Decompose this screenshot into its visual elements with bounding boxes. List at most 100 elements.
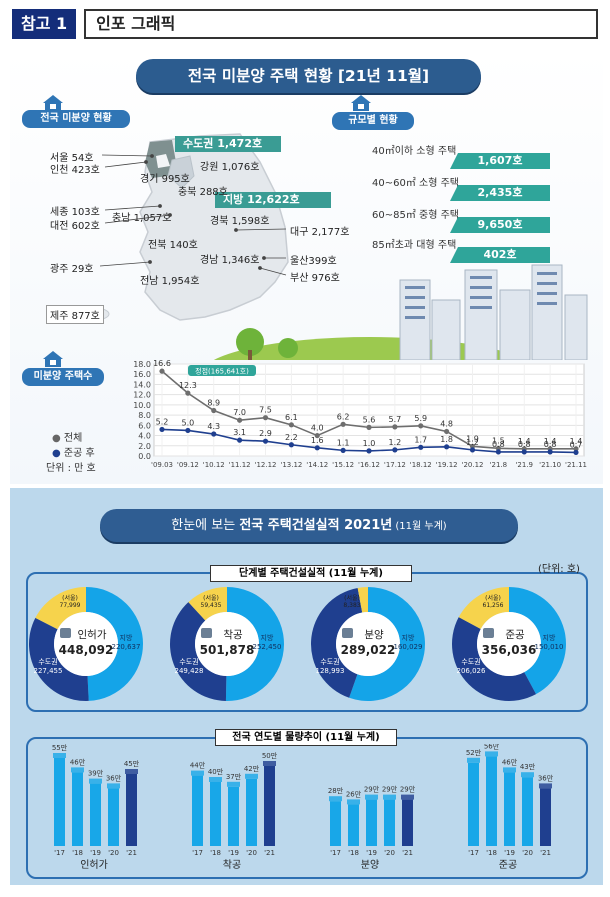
- bar: [486, 756, 497, 846]
- bar-value-label: 43만: [520, 762, 536, 771]
- bar-year-label: '20: [522, 849, 533, 857]
- data-label: 1.4: [518, 437, 531, 446]
- data-label: 5.7: [389, 415, 402, 424]
- bar-year-label: '21: [402, 849, 413, 857]
- stage-total: 289,022: [341, 643, 396, 657]
- bar-value-label: 28만: [328, 786, 344, 795]
- reference-badge: 참고 1: [12, 9, 77, 39]
- bar-value-label: 39만: [88, 769, 104, 778]
- data-label: 7.5: [259, 406, 272, 415]
- data-point: [288, 422, 294, 428]
- stage-name: 준공: [505, 629, 525, 641]
- data-point: [262, 415, 269, 421]
- unsold-banner: 전국 미분양 주택 현황 [21년 11월]: [136, 59, 481, 93]
- construction-banner: 한눈에 보는 전국 주택건설실적 2021년 (11월 누계): [100, 509, 518, 542]
- bar-value-label: 46만: [502, 757, 518, 766]
- peak-callout: 정점(165,641호): [188, 365, 256, 376]
- bar: [90, 783, 101, 846]
- capital-label: 수도권: [320, 658, 339, 666]
- bar-cap-icon: [71, 767, 84, 773]
- bar-cap-icon: [89, 778, 102, 784]
- capital-total: 수도권 1,472호: [175, 136, 281, 152]
- data-point: [392, 447, 398, 453]
- x-tick-label: '09.03: [151, 461, 173, 469]
- data-label: 5.6: [363, 415, 376, 424]
- legend-completed: ● 준공 후: [52, 448, 95, 459]
- local-total: 지방 12,622호: [215, 192, 331, 208]
- bar-cap-icon: [539, 783, 552, 789]
- bar-cap-icon: [263, 761, 276, 766]
- map-label-ulsan: 울산399호: [290, 256, 337, 267]
- data-point: [340, 421, 346, 427]
- bar-value-label: 26만: [346, 789, 362, 798]
- capital-label: 수도권: [38, 658, 57, 666]
- data-label: 1.4: [544, 437, 557, 446]
- local-value: 150,010: [535, 643, 564, 651]
- unsold-line-chart: 0.02.04.06.08.010.012.014.016.018.0'09.0…: [133, 359, 587, 469]
- bar-group-0: 55만 '17 46만 '18 39만 '19 36만 '20 45만 '21 인허가: [52, 744, 140, 871]
- size-value-4: 402호: [450, 247, 550, 263]
- capital-slice: [28, 617, 89, 701]
- data-label: 0.8: [544, 440, 557, 449]
- local-value: 252,450: [253, 643, 282, 651]
- data-point: [288, 442, 294, 448]
- local-label: 지방: [261, 633, 274, 642]
- chart-unit: 단위 : 만 호: [46, 463, 96, 474]
- bar-year-label: '21: [540, 849, 551, 857]
- seoul-slice: [188, 587, 227, 621]
- seoul-value: 61,256: [483, 602, 504, 609]
- stage-icon: [201, 628, 212, 638]
- data-point: [495, 449, 501, 455]
- local-slice: [349, 587, 425, 701]
- stage-name: 착공: [223, 629, 243, 641]
- data-point: [262, 438, 269, 444]
- stage-name: 분양: [364, 629, 384, 641]
- bar-group-1: 44만 '17 40만 '18 37만 '19 42만 '20 50만 '21 착공: [190, 751, 278, 871]
- bar: [402, 799, 413, 846]
- map-label-jeonbuk: 전북 140호: [148, 240, 198, 251]
- map-label-gangwon: 강원 1,076호: [200, 162, 260, 173]
- bar-group-label: 착공: [223, 859, 241, 871]
- bar: [72, 772, 83, 846]
- bar-cap-icon: [383, 794, 396, 800]
- bar-value-label: 45만: [124, 759, 140, 768]
- apartment-buildings-illustration: [213, 264, 588, 360]
- capital-value: 128,993: [316, 667, 345, 675]
- data-point: [185, 390, 191, 396]
- bar-cap-icon: [347, 799, 360, 805]
- bar-value-label: 46만: [70, 757, 86, 766]
- data-label: 1.2: [389, 438, 402, 447]
- x-tick-label: '13.12: [280, 461, 302, 469]
- size-value-2: 2,435호: [450, 185, 550, 201]
- map-label-seoul: 서울 54호: [50, 153, 94, 164]
- data-point: [366, 424, 372, 430]
- data-label: 5.0: [182, 418, 195, 427]
- bar-cap-icon: [227, 781, 240, 787]
- bar-year-label: '21: [126, 849, 137, 857]
- data-point: [159, 368, 165, 374]
- bar-cap-icon: [521, 772, 534, 778]
- data-label: 1.0: [363, 439, 376, 448]
- bar-year-label: '17: [468, 849, 479, 857]
- bar: [504, 772, 515, 846]
- size-label-4: 85㎡초과 대형 주택: [372, 240, 457, 251]
- seoul-value: 8,383: [343, 602, 360, 609]
- stage-title: 단계별 주택건설실적 (11월 누계): [210, 565, 412, 582]
- map-label-jeonnam: 전남 1,954호: [140, 276, 200, 287]
- data-point: [444, 428, 450, 435]
- bar-group-2: 28만 '17 26만 '18 29만 '19 29만 '20 29만 '21 분양: [328, 785, 416, 871]
- bar-year-label: '20: [384, 849, 395, 857]
- bar-cap-icon: [485, 751, 498, 757]
- y-tick-label: 0.0: [138, 452, 151, 461]
- seoul-label: (서울): [62, 594, 78, 602]
- seoul-label: (서울): [203, 594, 219, 602]
- bar: [540, 788, 551, 846]
- data-label: 5.9: [414, 414, 427, 423]
- bar-value-label: 55만: [52, 744, 68, 752]
- stage-total: 356,036: [482, 643, 537, 657]
- seoul-slice: [458, 587, 509, 629]
- bar-value-label: 56만: [484, 744, 500, 750]
- data-point: [211, 431, 217, 437]
- bar: [366, 799, 377, 846]
